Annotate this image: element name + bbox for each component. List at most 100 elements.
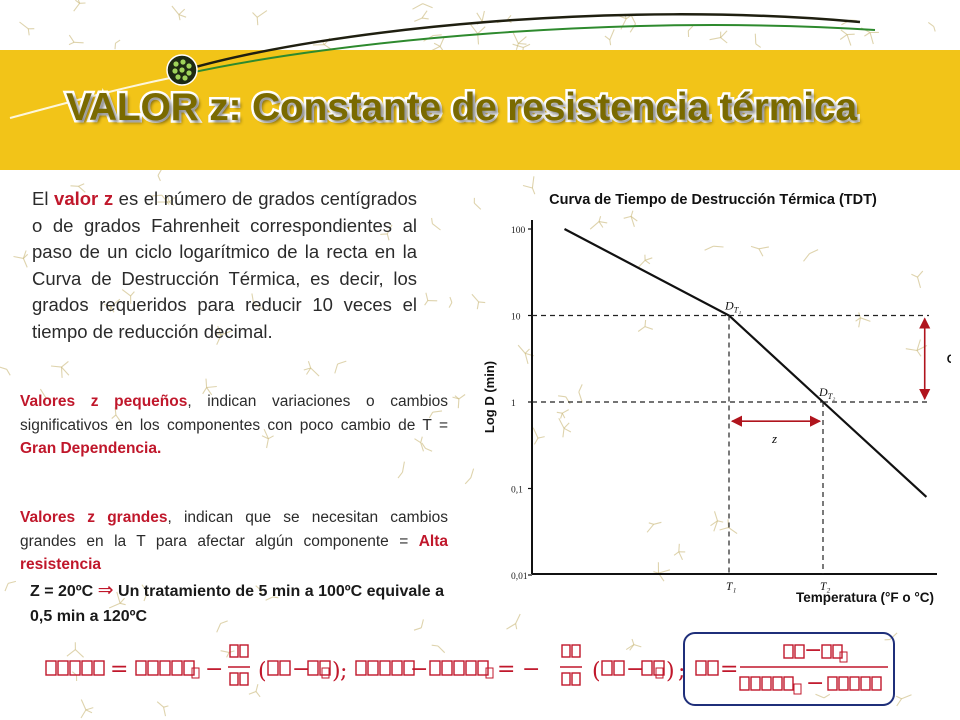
- molecule-stroke: [7, 580, 17, 584]
- formula-glyph: [571, 644, 581, 658]
- molecule-stroke: [386, 224, 393, 235]
- molecule-stroke: [448, 302, 453, 308]
- molecule-stroke: [161, 194, 170, 205]
- formula-operator: ): [666, 659, 675, 684]
- molecule-stroke: [78, 183, 85, 187]
- molecule-stroke: [678, 551, 683, 561]
- large-z-tail: Alta resistencia: [20, 532, 448, 574]
- molecule-stroke: [858, 317, 861, 328]
- formula-glyph: [391, 660, 403, 676]
- molecule-stroke: [414, 438, 421, 444]
- molecule-stroke: [310, 367, 320, 377]
- formula-glyph: [159, 660, 171, 676]
- molecule-stroke: [202, 387, 208, 395]
- formula-glyph: [485, 667, 494, 679]
- molecule-stroke: [533, 437, 539, 445]
- molecule-stroke: [422, 3, 433, 9]
- molecule-stroke: [226, 652, 230, 658]
- formula-glyph: [601, 660, 613, 676]
- formula-glyph: [783, 676, 794, 691]
- molecule-stroke: [839, 34, 848, 40]
- molecule-stroke: [421, 17, 429, 20]
- molecule-stroke: [168, 196, 176, 203]
- formula-operator: −: [806, 671, 824, 696]
- formula-operator: −: [410, 657, 428, 682]
- molecule-stroke: [506, 623, 516, 630]
- molecule-stroke: [4, 583, 9, 592]
- z-formula-box: [683, 632, 895, 706]
- formula-glyph: [355, 660, 367, 676]
- title-band: [0, 50, 960, 170]
- formula-glyph: [135, 660, 147, 676]
- example-text: Un tratamiento de 5 min a 100ºC equivale…: [30, 583, 444, 625]
- molecule-stroke: [255, 585, 260, 590]
- molecule-stroke: [74, 41, 84, 44]
- formula-glyph: [613, 660, 625, 676]
- large-z-text: , indican que se necesitan cambios grand…: [20, 509, 449, 550]
- molecule-stroke: [109, 306, 112, 312]
- formula-operator: −: [804, 638, 822, 663]
- molecule-stroke: [457, 398, 460, 409]
- molecule-stroke: [121, 289, 131, 297]
- molecule-stroke: [704, 245, 714, 251]
- molecule-stroke: [473, 202, 482, 210]
- molecule-stroke: [428, 411, 434, 419]
- molecule-stroke: [840, 29, 848, 36]
- molecule-stroke: [205, 378, 208, 388]
- formula-glyph: [321, 667, 330, 679]
- molecule-stroke: [70, 185, 79, 187]
- formula-operator: ;: [678, 659, 685, 684]
- molecule-stroke: [758, 246, 770, 250]
- formula-glyph: [794, 644, 805, 659]
- formula-operator: ;: [340, 659, 347, 684]
- formula-glyph: [69, 660, 81, 676]
- intro-text-rest: es el número de grados centígrados o de …: [32, 188, 418, 342]
- formula-operator: (: [592, 659, 601, 684]
- molecule-stroke: [558, 395, 566, 398]
- molecule-stroke: [815, 693, 825, 699]
- formula-glyph: [81, 660, 93, 676]
- molecule-stroke: [115, 39, 121, 44]
- molecule-stroke: [476, 12, 483, 22]
- molecule-stroke: [255, 684, 259, 692]
- molecule-stroke: [252, 12, 258, 18]
- formula-glyph: [239, 672, 249, 686]
- molecule-stroke: [644, 259, 651, 265]
- molecule-stroke: [431, 217, 433, 224]
- molecule-stroke: [178, 14, 181, 21]
- molecule-stroke: [80, 699, 87, 711]
- formula-glyph: [441, 660, 453, 676]
- formula-glyph: [695, 660, 707, 676]
- molecule-stroke: [163, 705, 169, 708]
- molecule-stroke: [565, 396, 571, 405]
- molecule-stroke: [522, 184, 533, 189]
- formula-glyph: [229, 672, 239, 686]
- molecule-stroke: [433, 42, 441, 47]
- molecule-stroke: [255, 691, 261, 698]
- molecule-stroke: [633, 644, 642, 648]
- molecule-stroke: [809, 249, 819, 255]
- formula-glyph: [57, 660, 69, 676]
- molecule-stroke: [515, 623, 518, 630]
- molecule-stroke: [687, 25, 694, 32]
- molecule-stroke: [61, 366, 70, 376]
- molecule-stroke: [157, 175, 161, 182]
- molecule-stroke: [171, 5, 180, 15]
- formula-glyph: [403, 660, 415, 676]
- molecule-stroke: [864, 32, 871, 37]
- formula-glyph: [783, 644, 794, 659]
- molecule-stroke: [713, 245, 724, 248]
- molecule-stroke: [623, 215, 632, 219]
- molecule-stroke: [524, 348, 530, 354]
- molecule-stroke: [933, 26, 936, 32]
- molecule-stroke: [653, 571, 659, 574]
- molecule-stroke: [609, 29, 615, 41]
- molecule-stroke: [432, 410, 443, 413]
- molecule-stroke: [401, 461, 405, 473]
- molecule-stroke: [151, 194, 162, 197]
- x-tick-label: T₂: [820, 581, 830, 593]
- molecule-stroke: [116, 591, 121, 604]
- molecule-stroke: [803, 253, 810, 262]
- molecule-stroke: [646, 523, 655, 533]
